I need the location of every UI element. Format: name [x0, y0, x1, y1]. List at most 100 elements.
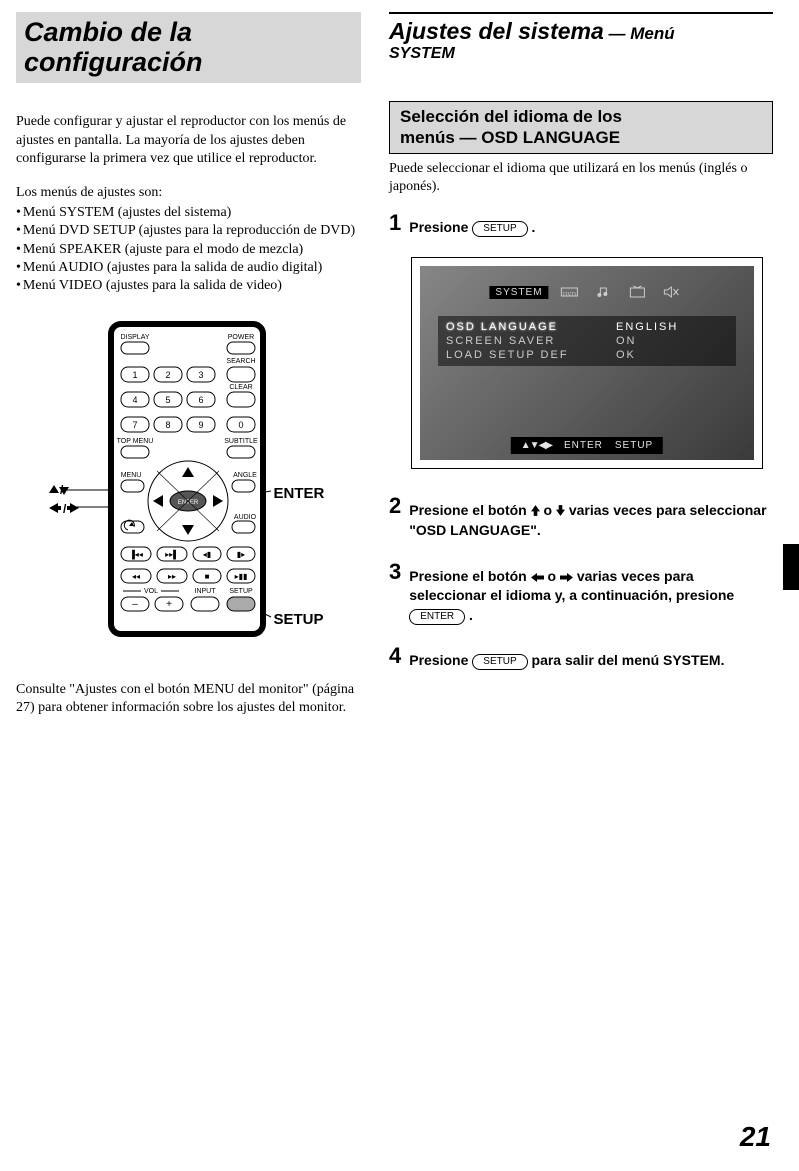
- svg-text:9: 9: [198, 420, 203, 430]
- step1-text-pre: Presione: [409, 219, 472, 235]
- s4-b: para salir del menú SYSTEM.: [528, 652, 725, 668]
- step-4: 4 Presione SETUP para salir del menú SYS…: [389, 645, 773, 671]
- svg-text:SEARCH: SEARCH: [226, 358, 255, 365]
- svg-text:▸▸▌: ▸▸▌: [165, 549, 179, 560]
- side-tab-marker: [783, 544, 799, 590]
- down-arrow-icon: [556, 505, 565, 516]
- callout-enter: ENTER: [274, 485, 325, 502]
- svg-text:POWER: POWER: [227, 334, 253, 341]
- menu-item: Menú AUDIO (ajustes para la salida de au…: [16, 259, 361, 277]
- sub-heading-box: Selección del idioma de los menús — OSD …: [389, 101, 773, 154]
- svg-text:MENU: MENU: [120, 472, 141, 479]
- setup-pill: SETUP: [472, 221, 527, 237]
- right-column: Ajustes del sistema — Menú SYSTEM Selecc…: [389, 12, 773, 717]
- svg-text:/: /: [63, 502, 67, 515]
- heading-main: Ajustes del sistema: [389, 18, 604, 44]
- s2-a: Presione el botón: [409, 502, 530, 518]
- tv-panel: OSD LANGUAGEENGLISH SCREEN SAVERON LOAD …: [438, 316, 736, 366]
- s4-a: Presione: [409, 652, 472, 668]
- svg-text:ANGLE: ANGLE: [233, 472, 257, 479]
- menu-item: Menú SYSTEM (ajustes del sistema): [16, 204, 361, 222]
- svg-text:■: ■: [204, 572, 209, 581]
- s3-d: .: [465, 607, 473, 623]
- page-number: 21: [740, 1121, 771, 1153]
- menus-lead: Los menús de ajustes son:: [16, 184, 361, 202]
- step-num: 2: [389, 495, 401, 517]
- svg-text:AUDIO: AUDIO: [233, 514, 256, 521]
- section-title-2: configuración: [24, 48, 347, 78]
- svg-text:SUBTITLE: SUBTITLE: [224, 438, 258, 445]
- remote-illustration: DISPLAY POWER SEARCH CLEAR 1 2 3 4 5 6: [49, 321, 329, 661]
- intro-text: Puede configurar y ajustar el reproducto…: [16, 113, 361, 168]
- s3-b: o: [544, 568, 560, 584]
- tv-row: OSD LANGUAGEENGLISH: [446, 320, 728, 334]
- left-column: Cambio de la configuración Puede configu…: [16, 12, 361, 717]
- svg-text:◂▮: ◂▮: [202, 550, 210, 559]
- heading-sub2: SYSTEM: [389, 45, 773, 63]
- svg-text:TOP MENU: TOP MENU: [116, 438, 153, 445]
- remote-caption: Consulte "Ajustes con el botón MENU del …: [16, 681, 361, 717]
- tv-bottom-setup: SETUP: [615, 440, 653, 451]
- right-arrow-icon: [560, 573, 573, 582]
- step1-text-post: .: [528, 219, 536, 235]
- svg-text:▸▮▮: ▸▮▮: [234, 572, 247, 581]
- nav-triangles-icon: ▲▼◀▶: [521, 440, 552, 451]
- step-num: 1: [389, 212, 401, 234]
- svg-text:VOL: VOL: [143, 588, 157, 595]
- tv-tv-icon: [625, 283, 651, 301]
- svg-text:2: 2: [165, 370, 170, 380]
- svg-text:INPUT: INPUT: [194, 588, 216, 595]
- tv-screenshot: SYSTEM DVD OSD LANGUAGEENGLISH SCREEN SA…: [411, 257, 763, 469]
- svg-text:▸▸: ▸▸: [167, 572, 175, 581]
- svg-text:7: 7: [132, 420, 137, 430]
- menus-list: Menú SYSTEM (ajustes del sistema) Menú D…: [16, 204, 361, 295]
- tv-music-icon: [591, 283, 617, 301]
- tv-bottombar: ▲▼◀▶ ENTER SETUP: [511, 437, 663, 454]
- svg-text:–: –: [132, 599, 138, 610]
- sub-heading-2: menús — OSD LANGUAGE: [400, 127, 762, 148]
- tv-tab: SYSTEM: [489, 286, 548, 299]
- s2-b: o: [540, 502, 556, 518]
- tv-row: LOAD SETUP DEFOK: [446, 348, 728, 362]
- left-arrow-icon: [531, 573, 544, 582]
- menu-item: Menú DVD SETUP (ajustes para la reproduc…: [16, 222, 361, 240]
- svg-text:DVD: DVD: [563, 292, 577, 298]
- menu-item: Menú SPEAKER (ajuste para el modo de mez…: [16, 241, 361, 259]
- svg-text:+: +: [166, 599, 172, 610]
- tv-topbar: SYSTEM DVD: [443, 280, 730, 304]
- up-arrow-icon: [531, 505, 540, 516]
- after-box-text: Puede seleccionar el idioma que utilizar…: [389, 160, 773, 196]
- callout-vert-arrows-icon: /: [49, 483, 71, 500]
- step-1: 1 Presione SETUP .: [389, 212, 773, 238]
- step-num: 3: [389, 561, 401, 583]
- svg-text:DISPLAY: DISPLAY: [120, 334, 149, 341]
- svg-text:3: 3: [198, 370, 203, 380]
- svg-text:8: 8: [165, 420, 170, 430]
- callout-horiz-arrows-icon: /: [49, 501, 79, 518]
- step-2: 2 Presione el botón o varias veces para …: [389, 495, 773, 540]
- svg-text:6: 6: [198, 395, 203, 405]
- system-heading: Ajustes del sistema — Menú SYSTEM: [389, 12, 773, 63]
- svg-text:1: 1: [132, 370, 137, 380]
- svg-text:4: 4: [132, 395, 137, 405]
- setup-pill: SETUP: [472, 654, 527, 670]
- section-title-box: Cambio de la configuración: [16, 12, 361, 83]
- svg-text:SETUP: SETUP: [229, 588, 253, 595]
- svg-text:▐◂◂: ▐◂◂: [129, 549, 143, 560]
- svg-text:0: 0: [238, 420, 243, 430]
- s3-a: Presione el botón: [409, 568, 530, 584]
- heading-sep: —: [604, 24, 630, 43]
- step-num: 4: [389, 645, 401, 667]
- tv-bottom-enter: ENTER: [564, 440, 603, 451]
- svg-text:CLEAR: CLEAR: [229, 384, 252, 391]
- sub-heading-1: Selección del idioma de los: [400, 106, 762, 127]
- tv-row: SCREEN SAVERON: [446, 334, 728, 348]
- svg-text:◂◂: ◂◂: [131, 572, 139, 581]
- svg-text:5: 5: [165, 395, 170, 405]
- step-3: 3 Presione el botón o varias veces para …: [389, 561, 773, 626]
- svg-text:▮▸: ▮▸: [236, 550, 244, 559]
- heading-sub1: Menú: [630, 24, 674, 43]
- menu-item: Menú VIDEO (ajustes para la salida de vi…: [16, 277, 361, 295]
- tv-mute-icon: [659, 283, 685, 301]
- enter-pill: ENTER: [409, 609, 465, 625]
